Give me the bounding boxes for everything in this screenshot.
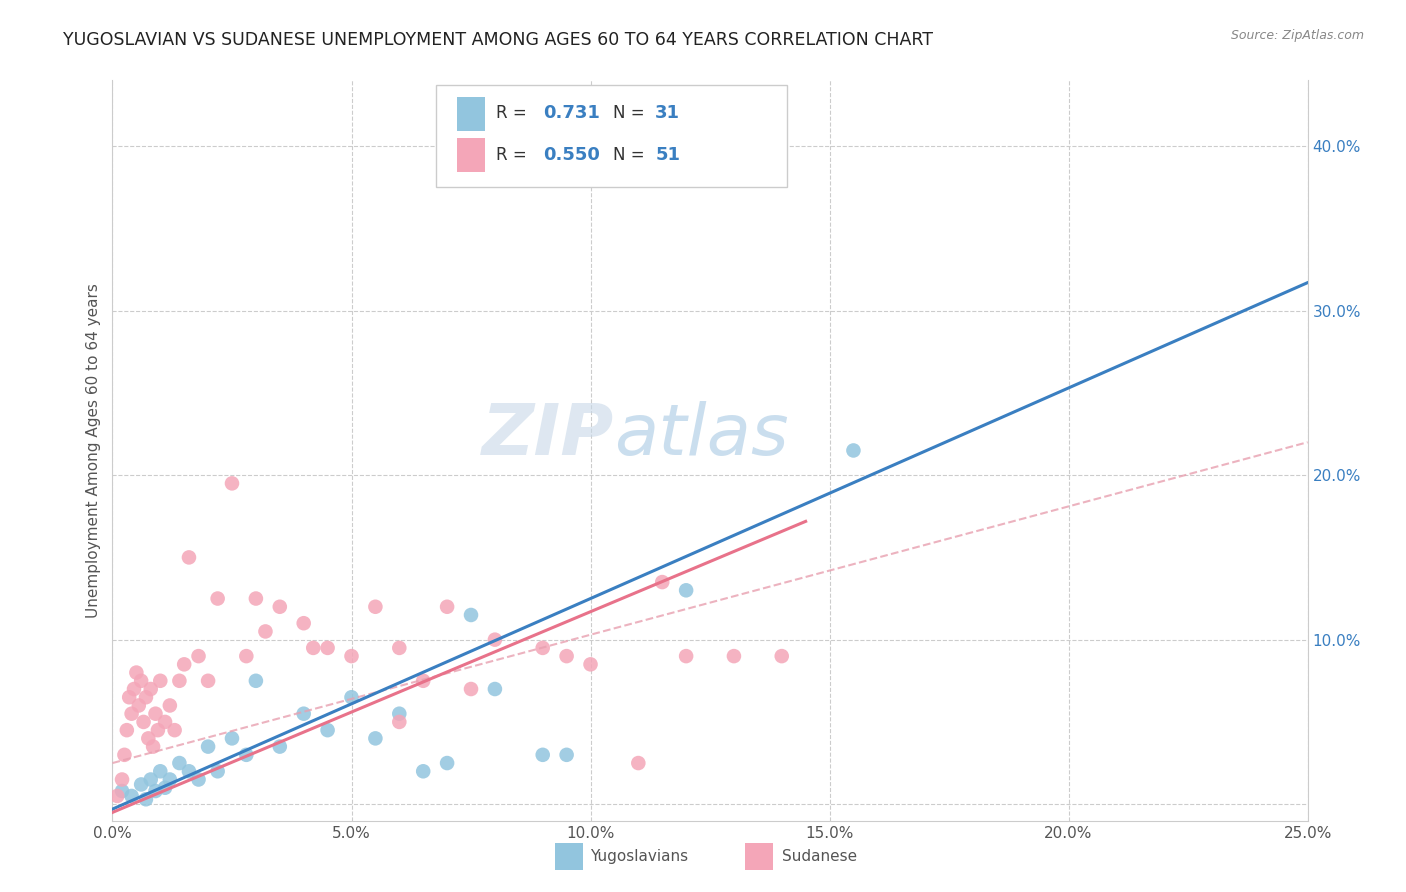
Text: YUGOSLAVIAN VS SUDANESE UNEMPLOYMENT AMONG AGES 60 TO 64 YEARS CORRELATION CHART: YUGOSLAVIAN VS SUDANESE UNEMPLOYMENT AMO…	[63, 31, 934, 49]
Point	[153, 714, 176, 729]
Point	[316, 723, 339, 738]
Point	[122, 681, 145, 696]
Point	[153, 780, 176, 795]
Point	[364, 731, 387, 746]
Point	[627, 756, 650, 770]
Point	[436, 599, 458, 614]
Point	[245, 673, 267, 688]
Point	[675, 649, 697, 664]
Point	[145, 706, 167, 721]
Point	[121, 706, 143, 721]
Point	[340, 690, 363, 705]
Text: R =: R =	[496, 104, 533, 122]
Point	[254, 624, 277, 639]
Text: N =: N =	[613, 104, 650, 122]
Point	[163, 723, 186, 738]
Point	[173, 657, 195, 672]
Point	[118, 690, 141, 705]
Point	[292, 616, 315, 631]
Point	[675, 583, 697, 598]
Point	[235, 649, 257, 664]
Text: 0.731: 0.731	[543, 104, 599, 122]
Point	[129, 777, 152, 791]
Point	[145, 784, 167, 798]
Point	[412, 764, 434, 779]
Point	[187, 649, 209, 664]
Point	[531, 747, 554, 762]
Text: N =: N =	[613, 146, 650, 164]
Point	[149, 764, 172, 779]
Point	[111, 772, 134, 787]
Point	[484, 681, 506, 696]
Point	[302, 640, 325, 655]
Point	[770, 649, 793, 664]
Text: R =: R =	[496, 146, 533, 164]
Point	[235, 747, 257, 762]
Point	[159, 698, 181, 713]
Point	[207, 591, 229, 606]
Point	[142, 739, 165, 754]
Text: atlas: atlas	[614, 401, 789, 470]
Point	[187, 772, 209, 787]
Point	[177, 550, 200, 565]
Point	[579, 657, 602, 672]
Point	[436, 756, 458, 770]
Point	[555, 747, 578, 762]
Point	[149, 673, 172, 688]
Point	[842, 443, 865, 458]
Text: ZIP: ZIP	[482, 401, 614, 470]
Point	[115, 723, 138, 738]
Point	[177, 764, 200, 779]
Point	[723, 649, 745, 664]
Point	[412, 673, 434, 688]
Point	[207, 764, 229, 779]
Point	[388, 706, 411, 721]
Point	[169, 756, 191, 770]
Point	[135, 792, 157, 806]
Point	[221, 731, 243, 746]
Text: Source: ZipAtlas.com: Source: ZipAtlas.com	[1230, 29, 1364, 42]
Point	[388, 640, 411, 655]
Point	[531, 640, 554, 655]
Point	[138, 731, 160, 746]
Point	[146, 723, 169, 738]
Point	[484, 632, 506, 647]
Point	[197, 673, 219, 688]
Point	[364, 599, 387, 614]
Point	[651, 575, 673, 590]
Point	[139, 772, 162, 787]
Point	[221, 476, 243, 491]
Point	[555, 649, 578, 664]
Point	[245, 591, 267, 606]
Point	[128, 698, 150, 713]
Text: 51: 51	[655, 146, 681, 164]
Point	[269, 599, 291, 614]
Point	[269, 739, 291, 754]
Point	[105, 789, 128, 803]
Point	[197, 739, 219, 754]
Point	[132, 714, 155, 729]
Point	[292, 706, 315, 721]
Point	[169, 673, 191, 688]
Point	[460, 607, 482, 622]
Point	[316, 640, 339, 655]
Point	[135, 690, 157, 705]
Text: Sudanese: Sudanese	[782, 849, 856, 863]
Point	[111, 784, 134, 798]
Point	[125, 665, 148, 680]
Point	[388, 714, 411, 729]
Point	[114, 747, 135, 762]
Point	[139, 681, 162, 696]
Text: Yugoslavians: Yugoslavians	[591, 849, 689, 863]
Point	[159, 772, 181, 787]
Point	[129, 673, 152, 688]
Y-axis label: Unemployment Among Ages 60 to 64 years: Unemployment Among Ages 60 to 64 years	[86, 283, 101, 618]
Text: 31: 31	[655, 104, 681, 122]
Text: 0.550: 0.550	[543, 146, 599, 164]
Point	[460, 681, 482, 696]
Point	[340, 649, 363, 664]
Point	[121, 789, 143, 803]
